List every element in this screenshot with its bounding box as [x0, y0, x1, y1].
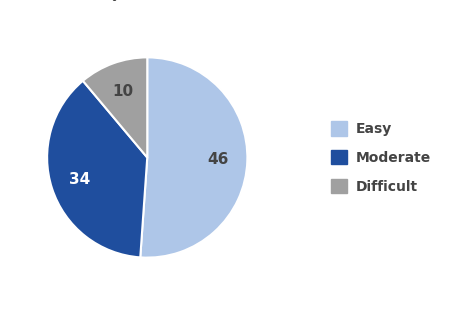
Wedge shape: [140, 57, 247, 258]
Legend: Easy, Moderate, Difficult: Easy, Moderate, Difficult: [325, 116, 437, 199]
Wedge shape: [83, 57, 147, 158]
Text: 46: 46: [207, 152, 228, 168]
Text: 10: 10: [113, 83, 133, 99]
Title: NEET 2018 Biology - Difficulty level - No. Of
Questions: NEET 2018 Biology - Difficulty level - N…: [0, 0, 333, 2]
Text: 34: 34: [69, 172, 91, 187]
Wedge shape: [47, 81, 147, 257]
